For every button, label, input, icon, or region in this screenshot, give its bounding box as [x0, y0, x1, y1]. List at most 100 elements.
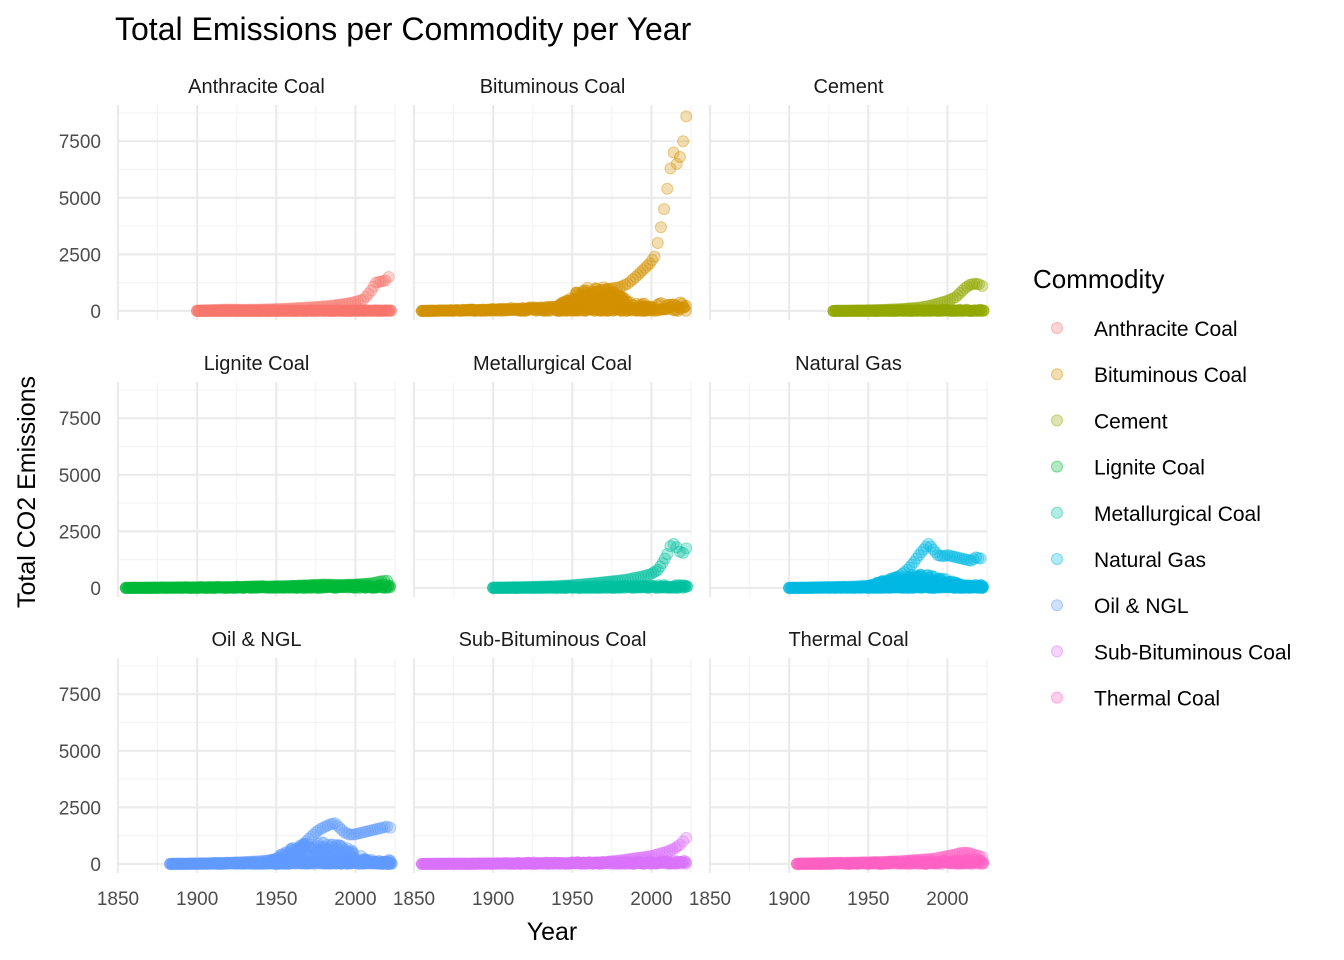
data-point: [269, 304, 282, 317]
data-point: [976, 851, 989, 864]
data-point: [381, 574, 394, 587]
data-point: [291, 304, 304, 317]
data-point: [227, 304, 240, 317]
data-point: [552, 304, 565, 317]
data-point: [645, 301, 658, 314]
data-point: [598, 301, 611, 314]
data-point: [446, 304, 459, 317]
data-point: [251, 304, 264, 317]
data-point: [210, 304, 223, 317]
data-point: [594, 304, 607, 317]
data-point: [548, 301, 561, 314]
x-tick-label: 1900: [472, 889, 514, 910]
data-point: [257, 304, 270, 317]
data-point: [647, 303, 660, 316]
data-point: [283, 302, 296, 315]
data-point: [265, 303, 278, 316]
data-point: [382, 271, 395, 283]
data-point: [191, 304, 204, 317]
data-point: [329, 304, 342, 317]
data-point: [597, 287, 610, 300]
data-point: [295, 304, 308, 317]
data-point: [357, 293, 370, 306]
data-point: [516, 302, 529, 315]
data-point: [217, 304, 230, 317]
legend-label: Thermal Coal: [1094, 688, 1220, 711]
data-point: [384, 304, 397, 317]
data-point: [282, 304, 295, 317]
data-point: [434, 304, 447, 317]
data-point: [452, 304, 465, 317]
legend-label: Sub-Bituminous Coal: [1094, 641, 1291, 664]
data-point: [301, 304, 314, 317]
data-point: [603, 302, 616, 315]
data-point: [567, 303, 580, 316]
data-point: [486, 304, 499, 317]
legend-label: Oil & NGL: [1094, 595, 1189, 618]
data-point: [600, 289, 613, 302]
data-point: [276, 304, 289, 317]
data-point: [294, 302, 307, 315]
data-point: [630, 304, 643, 317]
data-point: [315, 300, 328, 313]
data-point: [310, 304, 323, 317]
data-point: [328, 299, 341, 312]
data-point: [331, 304, 344, 317]
data-point: [589, 296, 602, 309]
legend-title: Commodity: [1033, 264, 1164, 294]
data-point: [469, 304, 482, 317]
data-point: [367, 304, 380, 317]
data-point: [616, 292, 629, 305]
data-point: [566, 302, 579, 315]
data-point: [360, 304, 373, 317]
data-point: [587, 289, 600, 302]
data-point: [634, 301, 647, 314]
legend-key: [1051, 368, 1063, 381]
data-point: [640, 300, 653, 313]
data-point: [204, 304, 217, 317]
data-point: [567, 304, 580, 317]
data-point: [489, 304, 502, 317]
data-point: [550, 304, 563, 317]
data-point: [925, 570, 938, 583]
data-point: [427, 304, 440, 317]
data-point: [240, 304, 253, 317]
data-point: [243, 303, 256, 316]
data-point: [368, 855, 381, 868]
data-point: [607, 296, 620, 309]
data-point: [419, 304, 432, 317]
data-point: [354, 304, 367, 317]
y-tick-label: 7500: [59, 132, 101, 153]
data-point: [263, 304, 276, 317]
data-point: [594, 290, 607, 303]
data-point: [581, 303, 594, 316]
data-point: [338, 297, 351, 310]
data-point: [677, 135, 690, 148]
data-point: [604, 295, 617, 308]
data-point: [341, 297, 354, 310]
data-point: [529, 304, 542, 317]
data-point: [363, 304, 376, 317]
data-point: [621, 302, 634, 315]
data-point: [610, 296, 623, 309]
data-point: [560, 304, 573, 317]
legend-item-metallurgical-coal: Metallurgical Coal: [1051, 503, 1261, 526]
data-point: [191, 304, 204, 317]
data-point: [573, 302, 586, 315]
data-point: [484, 304, 497, 317]
data-point: [327, 304, 340, 317]
data-point: [240, 303, 253, 316]
data-point: [524, 303, 537, 316]
data-point: [640, 302, 653, 315]
legend-item-cement: Cement: [1051, 410, 1168, 433]
data-point: [613, 301, 626, 314]
data-point: [367, 304, 380, 317]
data-point: [488, 303, 501, 316]
facet-bituminous-coal: Bituminous Coal: [412, 76, 693, 320]
data-point: [436, 304, 449, 317]
data-point: [365, 304, 378, 317]
data-point: [470, 304, 483, 317]
data-point: [594, 293, 607, 306]
data-point: [588, 304, 601, 317]
data-point: [586, 302, 599, 315]
